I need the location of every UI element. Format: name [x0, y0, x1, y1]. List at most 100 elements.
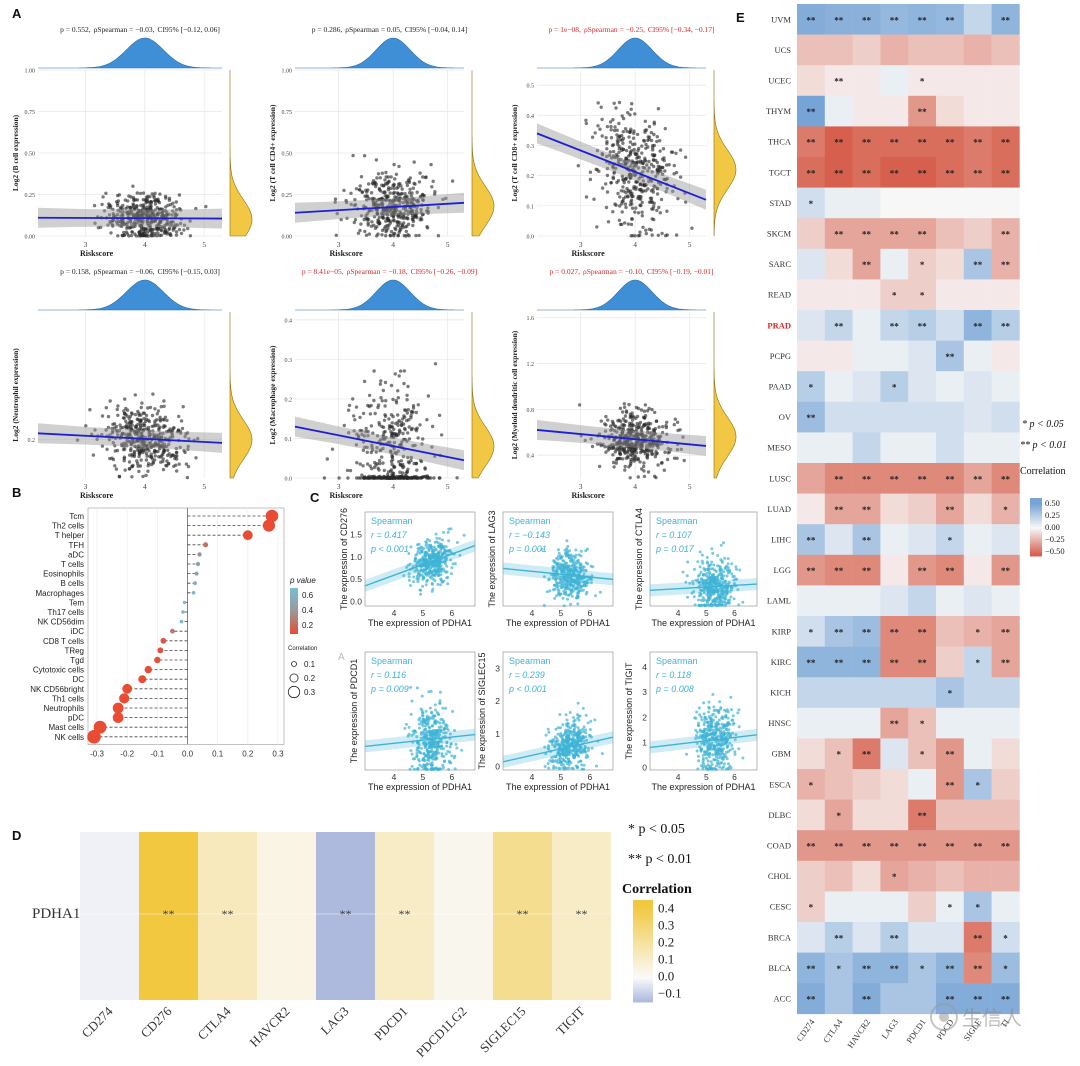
panelA-point: [153, 219, 157, 223]
panelA-point: [107, 213, 112, 217]
panelC-point: [559, 562, 563, 566]
panelA-point: [419, 216, 423, 220]
panelB-row-label: pDC: [68, 714, 84, 723]
panelA-point: [391, 232, 396, 236]
panelA-point: [353, 198, 357, 202]
panelA-point: [605, 190, 610, 194]
panelA-right-density: [471, 312, 495, 479]
panelA-point: [664, 425, 669, 430]
panelA-point: [430, 424, 435, 429]
panelA-point: [640, 151, 644, 155]
panelA-point: [393, 195, 397, 199]
panelA-point: [673, 417, 677, 421]
panelA-point: [142, 421, 146, 426]
panelC-point: [425, 717, 429, 721]
panelA-point: [662, 468, 666, 472]
panelA-point: [397, 230, 401, 235]
panelA-point: [372, 398, 376, 403]
panelC-point: [448, 745, 452, 749]
panelA-point: [138, 191, 143, 196]
panelC-point: [698, 713, 702, 717]
panelC-point: [685, 574, 689, 578]
panelC-point: [556, 761, 560, 765]
panelC-x-label: The expression of PDHA1: [368, 782, 472, 792]
panelA-right-density: [229, 312, 253, 479]
panelA-point: [605, 147, 609, 151]
panelC-point: [710, 713, 714, 717]
panelC-point: [571, 584, 575, 588]
panelA-point: [621, 417, 626, 421]
panelC-point: [567, 757, 570, 761]
panelC-point: [431, 757, 435, 761]
panelC-point: [712, 718, 716, 722]
panelC-x-tick: 6: [449, 772, 454, 782]
panelC-point: [419, 707, 423, 711]
panelA-point: [165, 214, 169, 218]
panelA-point: [136, 218, 140, 222]
panelC-point: [713, 725, 717, 729]
panelA-point: [620, 222, 624, 227]
panelC-point: [427, 725, 431, 729]
panelA-point: [333, 200, 337, 204]
panelA-point: [683, 155, 688, 159]
panelA-y-tick: 0.2: [527, 174, 535, 180]
panelB-row-label: NK CD56dim: [37, 618, 84, 627]
panelC-point: [579, 729, 582, 733]
panelB-legend-size-label: 0.3: [304, 688, 316, 697]
panelC-point: [585, 547, 589, 551]
panelA-point: [362, 476, 366, 480]
panelA-point: [609, 128, 613, 132]
panelA-x-tick: 5: [202, 240, 206, 249]
panelA-point: [175, 451, 179, 455]
panelA-point: [594, 167, 598, 171]
panelA-point: [674, 233, 679, 237]
panelA-point: [124, 406, 128, 411]
panelC-point: [582, 767, 586, 771]
panelA-point: [394, 172, 399, 176]
panelA-point: [179, 419, 184, 423]
panelA-point: [379, 396, 383, 400]
panelA-point: [391, 397, 395, 402]
panelA-point: [648, 196, 653, 200]
panelA-point: [393, 177, 397, 181]
panelA-point: [171, 226, 176, 230]
panelC-point: [581, 706, 585, 710]
panelA-point: [161, 467, 166, 472]
panelB-legend-size-label: 0.1: [304, 660, 316, 669]
panelA-point: [617, 218, 622, 222]
panelC-point: [568, 711, 572, 714]
panelA-point: [150, 413, 155, 418]
panelA-point: [128, 448, 133, 453]
panelA-point: [357, 476, 361, 480]
panelA-point: [405, 398, 409, 402]
panelA-point: [629, 461, 633, 466]
panelA-point: [655, 139, 659, 144]
panelA-point: [640, 467, 644, 471]
panelC-point: [725, 750, 728, 754]
panelA-y-tick: 0.75: [25, 110, 36, 116]
panelA-right-density: [713, 70, 737, 237]
panelC-point: [451, 710, 455, 713]
panelC-point: [430, 724, 434, 728]
panelA-point: [175, 213, 179, 217]
panelA-point: [419, 207, 423, 212]
panelA-point: [130, 475, 134, 479]
panelA-point: [381, 190, 385, 195]
panelA-point: [393, 197, 397, 202]
panelC-point: [435, 729, 439, 733]
panelC-point: [693, 567, 696, 571]
panelA-point: [640, 210, 644, 214]
panelA-point: [415, 190, 419, 194]
panelA-point: [655, 135, 659, 139]
panelA-fit-line: [294, 201, 465, 214]
panelC-point: [444, 570, 448, 574]
panelA-point: [418, 195, 423, 199]
panelC-point: [697, 604, 701, 607]
panelA-point: [618, 138, 623, 142]
panelB-row-label: TFH: [68, 541, 84, 550]
panelA-point: [600, 117, 604, 122]
panelC-point: [718, 568, 722, 572]
panelB-row-label: NK cells: [55, 733, 84, 742]
panelA-point: [599, 419, 603, 423]
panelA-point: [174, 230, 179, 234]
